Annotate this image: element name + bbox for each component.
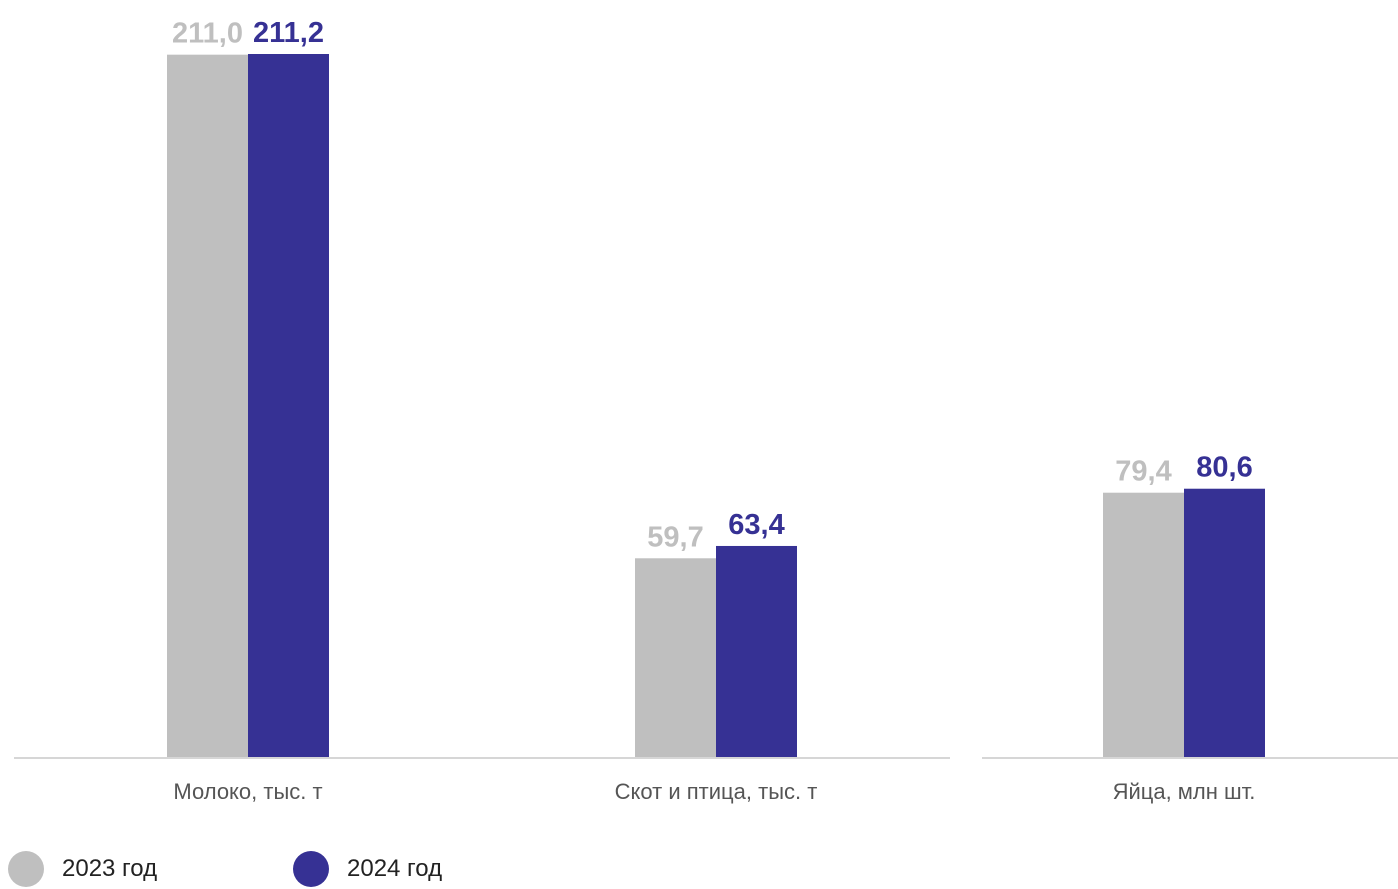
bar-2023-1 xyxy=(635,558,716,757)
bar-2024-1 xyxy=(716,545,797,757)
data-label-2023-1: 59,7 xyxy=(647,521,703,553)
legend-swatch-2024 xyxy=(293,851,329,887)
legend: 2023 год 2024 год xyxy=(8,851,608,887)
bar-2024-2 xyxy=(1184,488,1265,757)
bar-2023-0 xyxy=(167,54,248,758)
data-label-2024-2: 80,6 xyxy=(1196,452,1252,484)
chart: 211,0 211,2 Молоко, тыс. т 59,7 63,4 Скот и п… xyxy=(14,17,1398,804)
category-label-0: Молоко, тыс. т xyxy=(173,779,322,804)
legend-label-2023: 2023 год xyxy=(62,855,158,882)
data-label-2024-0: 211,2 xyxy=(253,17,324,49)
legend-label-2024: 2024 год xyxy=(347,855,443,882)
category-label-1: Скот и птица, тыс. т xyxy=(615,779,818,804)
legend-swatch-2023 xyxy=(8,851,44,887)
bar-2024-0 xyxy=(248,54,329,757)
category-label-2: Яйца, млн шт. xyxy=(1113,779,1256,804)
legend-item-2024: 2024 год xyxy=(293,851,442,887)
data-label-2023-0: 211,0 xyxy=(172,18,243,50)
data-label-2023-2: 79,4 xyxy=(1115,456,1171,488)
legend-item-2023: 2023 год xyxy=(8,851,157,887)
bar-2023-2 xyxy=(1103,492,1184,757)
data-label-2024-1: 63,4 xyxy=(728,509,784,541)
